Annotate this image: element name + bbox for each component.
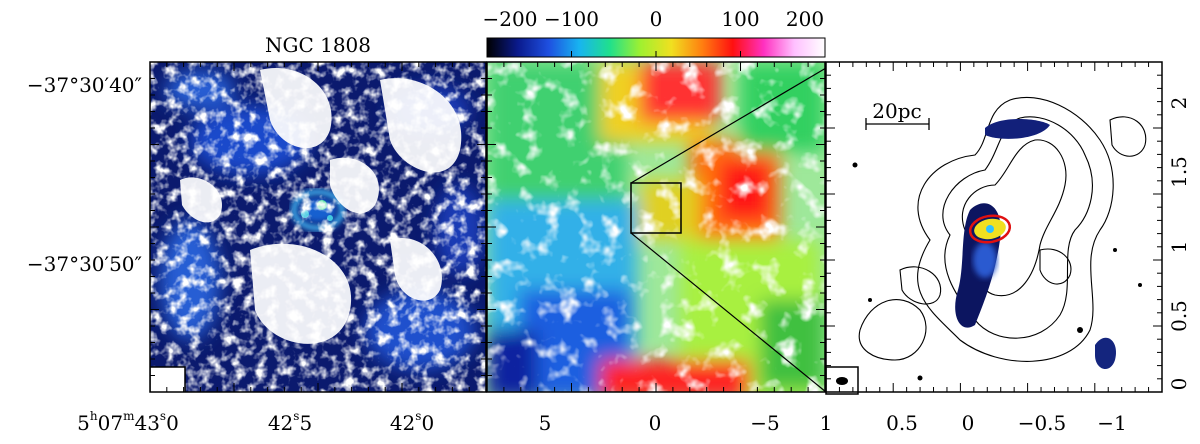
ra-label-1: 5h07m43s0: [77, 409, 179, 435]
colorbar: −200 −100 0 100 200: [483, 7, 826, 58]
zoom-line-bottom: [630, 232, 827, 393]
contour-inner: [961, 139, 1067, 297]
scale-bar: 20pc: [865, 99, 930, 130]
panel-title: NGC 1808: [265, 33, 371, 57]
x-tick-label: −1: [1097, 411, 1126, 435]
contour-outer: [917, 96, 1114, 362]
intensity-map-panel: NGC 1808 −37°30′40″ −37°30′50″ 5h07m43s0…: [27, 33, 487, 435]
scale-bar-label: 20pc: [872, 99, 921, 123]
colorbar-tick-label: 100: [721, 7, 759, 31]
beam-box: [150, 366, 186, 392]
colorbar-tick-label: −100: [544, 7, 599, 31]
x-tick-label: −5: [750, 411, 779, 435]
zoom-line-top: [630, 67, 827, 184]
contour-zoom-panel: 20pc 1 0.5 0 −0.5 −1 0 0.5 1 1.5 2: [820, 61, 1191, 435]
contour-mid: [942, 116, 1093, 339]
velocity-map-panel: 5 0 −5: [486, 61, 827, 435]
dec-label-1: −37°30′40″: [27, 73, 142, 97]
dec-label-2: −37°30′50″: [27, 252, 142, 276]
y-tick-label: 0.5: [1167, 300, 1191, 332]
y-tick-label: 1.5: [1167, 156, 1191, 188]
x-tick-label: 0: [649, 411, 662, 435]
ra-label-3: 42s0: [390, 409, 434, 435]
colorbar-tick-label: 0: [650, 7, 663, 31]
x-tick-label: 0: [962, 411, 975, 435]
ra-label-2: 42s5: [268, 409, 312, 435]
colorbar-tick-label: 200: [786, 7, 824, 31]
nucleus-marker: [968, 214, 1012, 244]
y-tick-label: 2: [1167, 97, 1191, 110]
x-tick-label: 0.5: [886, 411, 918, 435]
colorbar-ticks: [486, 51, 826, 57]
x-tick-label: 5: [539, 411, 552, 435]
colorbar-tick-label: −200: [483, 7, 538, 31]
x-tick-label: −0.5: [1018, 411, 1067, 435]
y-tick-label: 0: [1167, 378, 1191, 391]
colorbar-tick-labels: −200 −100 0 100 200: [483, 7, 825, 31]
y-tick-label: 1: [1167, 241, 1191, 254]
zoom-box: [630, 182, 682, 234]
x-tick-label: 1: [820, 411, 833, 435]
